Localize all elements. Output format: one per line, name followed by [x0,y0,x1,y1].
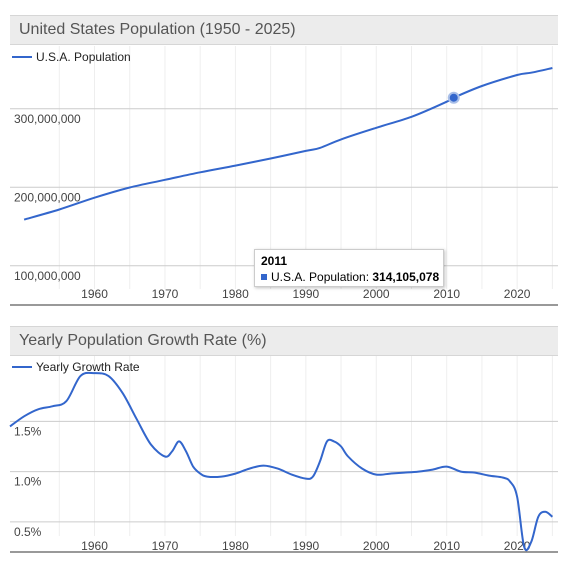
population-y-axis: 100,000,000 200,000,000 300,000,000 [14,112,81,283]
y-tick-label: 300,000,000 [14,112,81,126]
tooltip-value: 314,105,078 [372,270,440,284]
tooltip-series-label: U.S.A. Population: [271,270,370,284]
population-chart-title: United States Population (1950 - 2025) [19,21,296,38]
x-tick-label: 1980 [222,539,249,553]
x-tick-label: 2010 [433,287,460,301]
series-line[interactable] [9,371,554,552]
x-tick-label: 1970 [152,287,179,301]
y-tick-label: 1.5% [14,424,42,438]
legend-label: U.S.A. Population [36,50,131,64]
x-tick-label: 1970 [152,539,179,553]
growth-grid [10,356,558,553]
y-tick-label: 100,000,000 [14,269,81,283]
y-tick-label: 0.5% [14,525,42,539]
x-tick-label: 1960 [81,287,108,301]
x-tick-label: 1980 [222,287,249,301]
x-tick-label: 2000 [363,287,390,301]
series-line[interactable] [23,67,553,221]
x-tick-label: 2010 [433,539,460,553]
legend-label: Yearly Growth Rate [36,360,140,374]
population-x-axis: 1960 1970 1980 1990 2000 2010 2020 [81,287,531,301]
x-tick-label: 1990 [292,539,319,553]
x-tick-label: 2020 [504,287,531,301]
growth-chart-title: Yearly Population Growth Rate (%) [19,332,267,349]
growth-y-axis: 0.5% 1.0% 1.5% [14,424,42,539]
growth-legend: Yearly Growth Rate [12,360,140,374]
x-tick-label: 1990 [292,287,319,301]
population-legend: U.S.A. Population [12,50,131,64]
tooltip-series-swatch [261,274,267,280]
population-chart-header: United States Population (1950 - 2025) [10,15,558,45]
tooltip-row: U.S.A. Population: 314,105,078 [261,270,439,284]
growth-chart-header: Yearly Population Growth Rate (%) [10,326,558,356]
growth-x-axis: 1960 1970 1980 1990 2000 2010 2020 [81,539,531,553]
population-series[interactable] [23,67,553,221]
x-tick-label: 2000 [363,539,390,553]
growth-series[interactable] [9,371,554,552]
population-tooltip: 2011 U.S.A. Population: 314,105,078 [254,249,444,287]
y-tick-label: 200,000,000 [14,190,81,204]
population-chart[interactable]: 1960 1970 1980 1990 2000 2010 2020 100,000,000… [0,0,573,320]
tooltip-year: 2011 [261,254,288,268]
hover-point[interactable] [447,91,460,104]
y-tick-label: 1.0% [14,475,42,489]
x-tick-label: 1960 [81,539,108,553]
